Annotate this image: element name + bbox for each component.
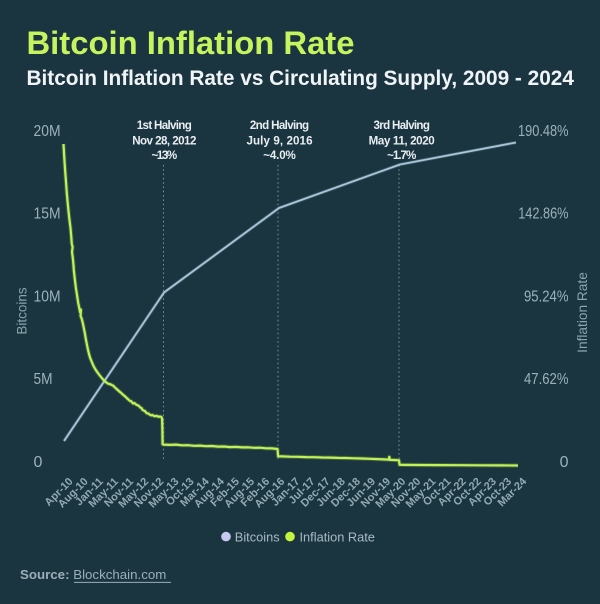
svg-text:47.62%: 47.62% [524,371,569,388]
svg-text:190.48%: 190.48% [518,123,569,140]
svg-text:1st Halving: 1st Halving [137,119,192,132]
svg-text:5M: 5M [34,371,53,388]
svg-text:~1.7%: ~1.7% [387,149,416,162]
svg-text:Inflation Rate: Inflation Rate [575,272,590,353]
svg-text:2nd Halving: 2nd Halving [250,119,309,132]
svg-text:Bitcoins: Bitcoins [235,530,280,545]
svg-text:Nov 28, 2012: Nov 28, 2012 [132,135,196,148]
svg-text:Source: Blockchain.com: Source: Blockchain.com [20,567,166,582]
svg-text:Bitcoins: Bitcoins [15,287,30,335]
svg-text:Inflation Rate: Inflation Rate [300,530,375,545]
svg-text:~4.0%: ~4.0% [263,149,296,162]
svg-text:May 11, 2020: May 11, 2020 [369,135,435,148]
svg-text:0: 0 [560,454,569,471]
svg-text:3rd Halving: 3rd Halving [373,119,430,132]
svg-text:0: 0 [34,454,43,471]
svg-text:~13%: ~13% [151,149,177,162]
svg-text:20M: 20M [34,123,61,140]
svg-text:142.86%: 142.86% [518,206,568,223]
svg-text:July 9, 2016: July 9, 2016 [246,135,313,148]
svg-text:10M: 10M [34,288,61,305]
svg-text:95.24%: 95.24% [524,288,569,305]
svg-text:15M: 15M [34,206,61,223]
